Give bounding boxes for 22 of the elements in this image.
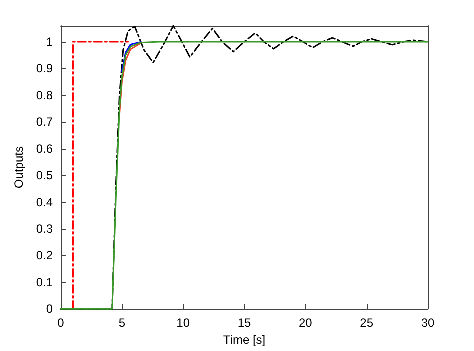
y-tick-label: 0.8 [36, 88, 54, 102]
x-tick-label: 30 [421, 316, 435, 330]
x-tick-label: 0 [58, 316, 65, 330]
x-tick-label: 25 [360, 316, 374, 330]
y-tick-label: 0.4 [36, 195, 54, 210]
y-tick-label: 0.7 [36, 115, 54, 130]
y-tick-label: 0.2 [36, 248, 54, 263]
x-tick-label: 20 [298, 316, 313, 330]
x-tick-label: 15 [238, 316, 252, 330]
y-tick-label: 0.9 [36, 62, 54, 76]
x-tick-label: 5 [118, 316, 126, 330]
y-tick-label: 0.3 [36, 222, 54, 236]
y-axis-title: Outputs [12, 146, 26, 189]
line-series [121, 42, 142, 72]
y-tick-label: 1 [46, 35, 54, 50]
line-series [118, 42, 142, 115]
y-tick-label: 0 [46, 302, 54, 316]
x-tick-label: 10 [176, 316, 190, 330]
y-tick-label: 0.5 [36, 168, 54, 183]
y-tick-label: 0.1 [36, 275, 54, 290]
y-tick-label: 0.6 [36, 142, 54, 156]
x-axis-title: Time [s] [223, 333, 266, 347]
